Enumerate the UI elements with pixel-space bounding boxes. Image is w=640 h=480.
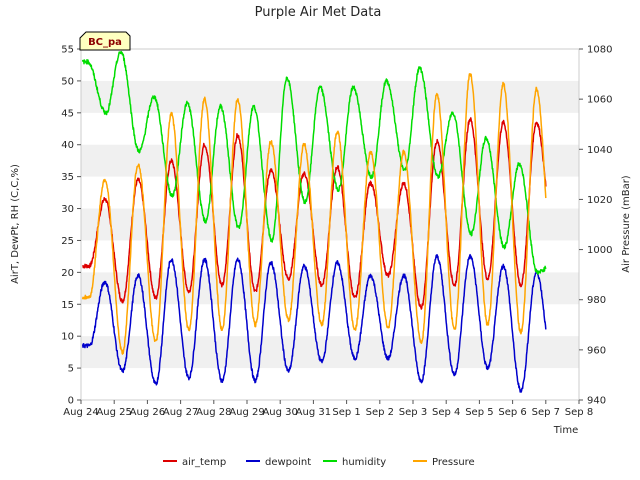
y-tick-label-left: 10 [61,332,74,343]
x-tick-label: Sep 8 [565,407,593,418]
y-axis-right: 940 960 980 1000 1020 1040 1060 1080 [579,45,612,407]
x-tick-label: Sep 4 [432,407,460,418]
x-tick-label: Aug 28 [196,407,231,418]
y-tick-label-right: 980 [587,295,606,306]
x-tick-label: Aug 31 [296,407,331,418]
y-tick-label-right: 960 [587,345,606,356]
y-tick-label-left: 5 [68,364,74,375]
y-tick-label-left: 0 [68,396,74,407]
series-line-humidity [81,50,547,275]
y-tick-label-left: 30 [61,204,74,215]
station-tag: BC_pa [79,31,131,51]
legend-label: humidity [342,457,386,468]
x-tick-label: Aug 26 [130,407,165,418]
y-tick-label-left: 20 [61,268,74,279]
x-tick-label: Aug 25 [96,407,131,418]
x-tick-label: Sep 1 [332,407,360,418]
plot-frame [80,48,580,401]
x-tick-label: Sep 7 [532,407,560,418]
chart-title: Purple Air Met Data [255,5,382,20]
x-tick-label: Sep 6 [498,407,526,418]
grid-band [81,272,579,305]
x-axis-label: Time [553,425,578,436]
station-tag-box [79,31,131,51]
y-axis-left: 0 5 10 15 20 25 30 35 40 45 50 55 [61,45,81,407]
y-tick-label-left: 45 [61,108,74,119]
legend: air_temp dewpoint humidity Pressure [163,457,475,468]
x-tick-label: Sep 2 [366,407,394,418]
x-tick-label: Aug 29 [229,407,264,418]
legend-label: dewpoint [265,457,311,468]
x-tick-label: Aug 27 [163,407,198,418]
y-tick-label-right: 940 [587,396,606,407]
x-tick-label: Sep 3 [399,407,427,418]
x-tick-label: Aug 24 [63,407,98,418]
legend-label: Pressure [432,457,475,468]
x-tick-label: Aug 30 [262,407,297,418]
series-line-air-temp [82,117,547,310]
y-tick-label-right: 1080 [587,45,612,56]
y-tick-label-right: 1020 [587,195,612,206]
y-tick-label-left: 25 [61,236,74,247]
y-axis-right-label: Air Pressure (mBar) [621,175,632,273]
y-axis-left-label: AirT, DewPt, RH (C,C,%) [10,164,21,284]
series-layer [81,50,547,393]
legend-label: air_temp [182,457,226,468]
grid-band [81,336,579,369]
y-tick-label-right: 1060 [587,95,612,106]
station-tag-label: BC_pa [88,37,122,48]
y-tick-label-left: 35 [61,172,74,183]
y-tick-label-right: 1000 [587,245,612,256]
y-tick-label-left: 15 [61,300,74,311]
y-tick-label-left: 50 [61,76,74,87]
y-tick-label-left: 55 [61,45,74,56]
x-tick-label: Sep 5 [465,407,493,418]
grid-band [81,80,579,113]
y-tick-label-right: 1040 [587,145,612,156]
series-line-pressure [81,73,547,355]
y-tick-label-left: 40 [61,140,74,151]
series-line-dewpoint [81,253,547,393]
